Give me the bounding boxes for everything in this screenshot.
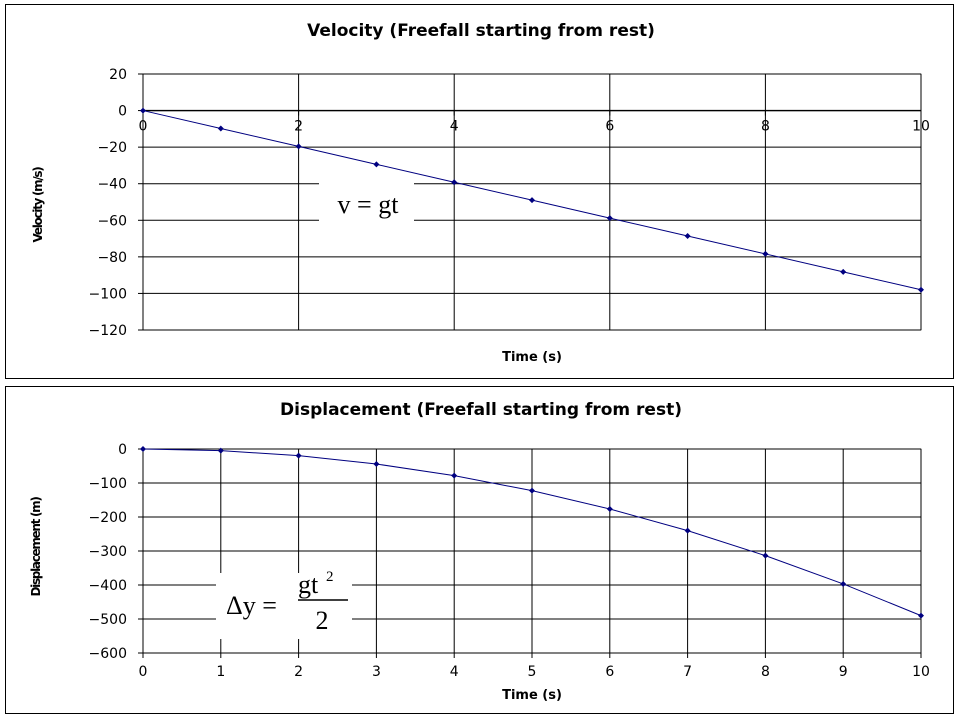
x-tick-label: 4	[450, 664, 459, 680]
data-point	[762, 552, 769, 559]
y-tick-labels: 20 0 −20 −40 −60 −80 −100 −120	[89, 67, 127, 339]
y-tick-label: −100	[89, 476, 127, 492]
y-tick-label: −100	[89, 286, 127, 302]
velocity-series	[140, 107, 924, 293]
y-tick-label: −80	[97, 250, 127, 266]
data-point	[529, 197, 535, 204]
x-axis-label: Time (s)	[502, 350, 562, 365]
gridlines	[138, 73, 922, 331]
data-point	[217, 447, 224, 454]
formula-lhs: Δy =	[226, 591, 277, 620]
y-tick-label: −200	[89, 510, 127, 526]
x-tick-label: 10	[912, 119, 930, 135]
formula-background	[216, 573, 352, 639]
y-tick-label: −120	[89, 323, 127, 339]
y-tick-label: 0	[118, 104, 127, 120]
x-tick-label: 5	[528, 664, 537, 680]
data-point	[295, 452, 302, 459]
data-point	[918, 612, 924, 619]
gridlines	[138, 448, 922, 658]
y-axis-label: Displacement (m)	[29, 497, 43, 597]
data-point	[606, 505, 613, 512]
data-point	[840, 580, 847, 587]
x-tick-label: 9	[839, 664, 848, 680]
formula-background	[319, 182, 414, 232]
y-tick-labels: 0 −100 −200 −300 −400 −500 −600	[89, 442, 127, 662]
x-tick-label: 0	[139, 664, 148, 680]
y-tick-label: 0	[118, 442, 127, 458]
data-point	[373, 161, 380, 168]
displacement-formula: Δy = gt 2 2	[216, 569, 352, 639]
displacement-chart: Displacement (Freefall starting from res…	[29, 400, 930, 703]
data-point	[606, 215, 613, 222]
formula-numerator: gt	[298, 570, 319, 599]
chart-title: Velocity (Freefall starting from rest)	[307, 21, 655, 41]
formula-denominator: 2	[316, 606, 329, 635]
y-tick-label: −40	[97, 177, 127, 193]
chart-title: Displacement (Freefall starting from res…	[280, 400, 682, 420]
data-point	[140, 107, 146, 114]
x-tick-label: 6	[605, 119, 614, 135]
x-tick-label: 0	[139, 119, 148, 135]
x-tick-label: 10	[912, 664, 930, 680]
data-point	[918, 286, 924, 293]
y-tick-label: 20	[109, 67, 127, 83]
x-tick-label: 8	[761, 664, 770, 680]
x-tick-label: 3	[372, 664, 381, 680]
x-tick-label: 4	[450, 119, 459, 135]
x-tick-labels: 0 1 2 3 4 5 6 7 8 9 10	[139, 664, 930, 680]
data-point	[529, 487, 535, 494]
data-point	[451, 472, 458, 479]
velocity-formula: v = gt	[319, 182, 414, 232]
x-tick-labels: 0 2 4 6 8 10	[139, 119, 930, 135]
y-tick-label: −500	[89, 612, 127, 628]
displacement-series	[140, 446, 924, 619]
formula-exponent: 2	[326, 569, 334, 585]
data-point	[840, 268, 847, 275]
x-tick-label: 2	[294, 664, 303, 680]
x-axis-label: Time (s)	[502, 688, 562, 703]
y-tick-label: −600	[89, 646, 127, 662]
x-tick-label: 1	[216, 664, 225, 680]
y-tick-label: −300	[89, 544, 127, 560]
y-tick-label: −20	[97, 140, 127, 156]
data-point	[762, 250, 769, 257]
data-point	[451, 179, 458, 186]
data-point	[684, 233, 691, 240]
formula-text: v = gt	[338, 190, 400, 219]
y-tick-label: −400	[89, 578, 127, 594]
velocity-chart: Velocity (Freefall starting from rest) 2…	[31, 21, 930, 365]
data-point	[140, 446, 146, 452]
data-point	[684, 527, 691, 534]
y-axis-label: Velocity (m/s)	[31, 167, 45, 243]
x-tick-label: 2	[294, 119, 303, 135]
x-tick-label: 6	[605, 664, 614, 680]
x-tick-label: 8	[761, 119, 770, 135]
data-point	[295, 143, 302, 150]
y-tick-label: −60	[97, 213, 127, 229]
x-tick-label: 7	[683, 664, 692, 680]
data-point	[217, 125, 224, 132]
data-point	[373, 460, 380, 467]
velocity-chart-panel: Velocity (Freefall starting from rest) 2…	[5, 4, 954, 379]
displacement-chart-panel: Displacement (Freefall starting from res…	[5, 386, 954, 714]
